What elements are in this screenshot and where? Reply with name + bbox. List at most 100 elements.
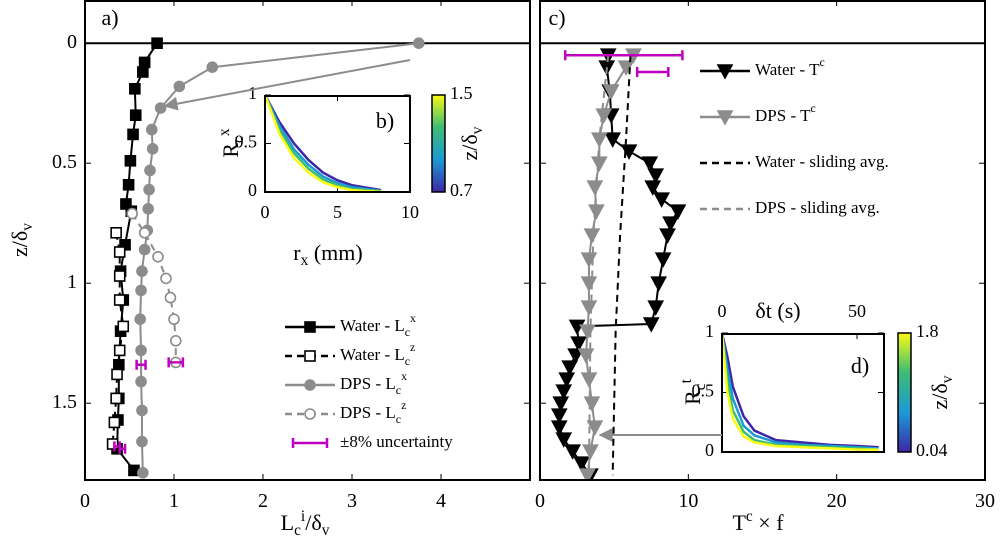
error-bar xyxy=(167,357,185,368)
marker xyxy=(590,156,608,172)
marker xyxy=(144,164,156,177)
marker xyxy=(641,156,659,172)
x-tick-label: 30 xyxy=(975,490,995,512)
error-bar xyxy=(563,50,684,61)
marker xyxy=(552,396,570,412)
colorbar-tick-label: 1.5 xyxy=(450,83,473,103)
y-tick-label: 0 xyxy=(67,31,77,53)
marker xyxy=(716,110,734,126)
marker xyxy=(138,227,151,239)
y-axis-label: Rct xyxy=(678,378,709,405)
y-tick-label: 1 xyxy=(248,83,257,103)
x-tick-label: 0 xyxy=(80,490,90,512)
marker xyxy=(136,265,148,278)
marker xyxy=(134,313,146,326)
marker xyxy=(168,313,180,326)
legend-label: ±8% uncertainty xyxy=(340,432,453,451)
marker xyxy=(129,109,142,121)
error-bar xyxy=(635,67,670,77)
x-tick-label: 50 xyxy=(848,301,866,321)
marker xyxy=(113,270,126,282)
error-bar xyxy=(135,359,147,370)
marker xyxy=(564,444,581,460)
x-axis-label: δt (s) xyxy=(755,298,800,323)
marker xyxy=(604,132,622,148)
panel-label-bg xyxy=(542,3,572,33)
marker xyxy=(662,216,679,232)
marker xyxy=(206,61,219,73)
marker xyxy=(113,294,126,306)
marker xyxy=(716,64,734,80)
series-line xyxy=(587,55,610,476)
marker xyxy=(138,243,151,256)
marker xyxy=(111,368,123,381)
x-tick-label: 20 xyxy=(827,490,847,512)
series-line xyxy=(265,95,382,192)
marker xyxy=(659,228,676,244)
marker xyxy=(135,284,147,297)
y-axis-label: z/δv xyxy=(7,223,35,257)
panel-label: c) xyxy=(548,5,565,30)
colorbar-tick-label: 0.7 xyxy=(450,180,473,200)
marker xyxy=(117,320,130,333)
y-tick-label: 1.5 xyxy=(52,391,77,413)
marker xyxy=(570,336,587,352)
y-tick-label: 0.5 xyxy=(235,132,258,152)
series-group xyxy=(722,333,879,451)
marker xyxy=(151,37,163,50)
marker xyxy=(126,207,138,220)
marker xyxy=(113,344,126,357)
panel-label-bg xyxy=(844,351,876,381)
x-tick-label: 2 xyxy=(258,490,268,512)
x-tick-label: 1 xyxy=(169,490,179,512)
marker xyxy=(650,276,668,292)
marker xyxy=(129,83,141,95)
marker xyxy=(142,203,154,215)
legend-label: Water - sliding avg. xyxy=(755,152,889,171)
marker xyxy=(124,155,137,167)
legend-label: DPS - Lcz xyxy=(340,398,406,426)
marker xyxy=(110,392,122,405)
panel-label: b) xyxy=(376,108,394,133)
legend-label: Water - Lcx xyxy=(340,311,416,339)
axes-frame xyxy=(721,333,885,453)
marker xyxy=(135,375,147,388)
marker xyxy=(567,348,584,364)
marker xyxy=(304,379,316,391)
marker xyxy=(653,192,670,208)
panel-label-bg xyxy=(369,106,401,136)
marker xyxy=(160,272,172,285)
marker xyxy=(304,321,316,333)
marker xyxy=(145,123,158,136)
panel-label-bg xyxy=(95,3,125,33)
marker xyxy=(550,408,568,424)
legend-label: DPS - Tc xyxy=(755,101,816,125)
axes-frame xyxy=(539,0,986,481)
marker xyxy=(588,204,605,220)
axes-frame xyxy=(84,0,531,481)
colorbar-label: z/δv xyxy=(927,375,955,409)
marker xyxy=(586,180,604,196)
y-tick-label: 0 xyxy=(248,180,257,200)
x-axis-label: Tc × f xyxy=(732,508,784,536)
y-tick-label: 0.5 xyxy=(52,151,77,173)
x-tick-label: 0 xyxy=(718,301,727,321)
marker xyxy=(164,291,177,304)
marker xyxy=(550,420,568,436)
series-group xyxy=(265,95,382,192)
marker xyxy=(108,416,121,429)
series-group xyxy=(550,48,687,480)
colorbar xyxy=(431,94,446,193)
x-tick-label: 0 xyxy=(261,202,270,222)
marker xyxy=(304,350,316,362)
colorbar-tick-label: 0.04 xyxy=(916,440,948,460)
marker xyxy=(561,360,579,376)
legend-label: Water - Tc xyxy=(755,55,825,79)
marker xyxy=(555,432,573,448)
marker xyxy=(595,108,613,124)
x-tick-label: 3 xyxy=(347,490,357,512)
y-tick-label: 1 xyxy=(67,271,77,293)
marker xyxy=(136,404,148,417)
